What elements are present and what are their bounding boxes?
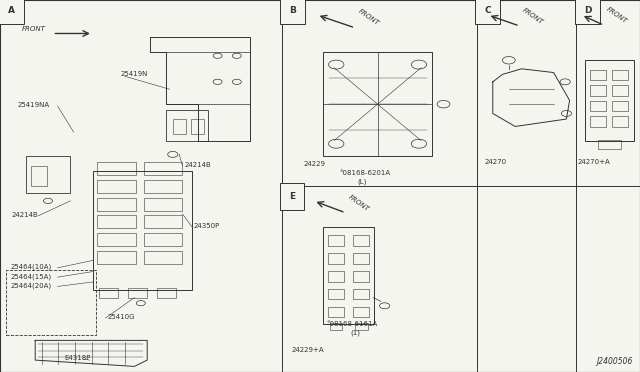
Bar xyxy=(144,233,182,246)
Text: FRONT: FRONT xyxy=(605,6,628,25)
Bar xyxy=(330,323,342,330)
Text: 24229+A: 24229+A xyxy=(292,347,324,353)
Bar xyxy=(26,156,70,193)
Bar xyxy=(6,270,96,335)
Bar xyxy=(97,251,136,264)
Text: FRONT: FRONT xyxy=(22,26,45,32)
Bar xyxy=(612,101,628,111)
Bar xyxy=(144,215,182,228)
Bar xyxy=(353,235,369,246)
Bar xyxy=(328,271,344,282)
Text: 24270: 24270 xyxy=(484,159,507,165)
Text: J2400506: J2400506 xyxy=(596,357,632,366)
Text: 25419N: 25419N xyxy=(120,71,148,77)
Bar xyxy=(323,52,432,156)
Bar xyxy=(355,323,368,330)
Bar xyxy=(97,233,136,246)
Text: 25464(20A): 25464(20A) xyxy=(10,282,51,289)
Text: B: B xyxy=(289,6,296,15)
Bar xyxy=(99,288,118,298)
Bar xyxy=(144,162,182,175)
Text: C: C xyxy=(484,6,491,15)
Text: A: A xyxy=(8,6,15,15)
Bar xyxy=(590,116,606,127)
Bar xyxy=(97,198,136,211)
Bar xyxy=(585,60,634,141)
Bar xyxy=(191,119,204,134)
Bar xyxy=(97,180,136,193)
Text: (1): (1) xyxy=(351,330,361,336)
Bar xyxy=(144,180,182,193)
Text: 24214B: 24214B xyxy=(184,162,211,168)
Bar xyxy=(612,116,628,127)
Text: 25464(15A): 25464(15A) xyxy=(10,273,51,280)
Bar xyxy=(590,85,606,96)
Bar xyxy=(128,288,147,298)
Text: 25419NA: 25419NA xyxy=(18,102,50,108)
Text: 24229: 24229 xyxy=(304,161,326,167)
Bar xyxy=(598,140,621,149)
Bar xyxy=(323,227,374,324)
Bar xyxy=(353,307,369,317)
Bar xyxy=(328,289,344,299)
Text: 24350P: 24350P xyxy=(193,223,220,229)
Text: (L): (L) xyxy=(357,178,367,185)
Text: 25464(10A): 25464(10A) xyxy=(10,264,51,270)
Bar xyxy=(93,171,192,290)
Text: °08168-6201A: °08168-6201A xyxy=(339,170,390,176)
Text: E4318P: E4318P xyxy=(64,355,90,361)
Text: E: E xyxy=(289,192,296,201)
Text: FRONT: FRONT xyxy=(521,7,544,25)
Bar xyxy=(97,162,136,175)
Text: 24214B: 24214B xyxy=(12,212,38,218)
Bar xyxy=(328,253,344,264)
Bar xyxy=(612,70,628,80)
Bar xyxy=(590,101,606,111)
Bar xyxy=(328,307,344,317)
Bar xyxy=(590,70,606,80)
Text: °08168-6161A: °08168-6161A xyxy=(326,321,378,327)
Bar xyxy=(144,251,182,264)
Bar xyxy=(31,166,47,186)
Text: 24270+A: 24270+A xyxy=(577,159,610,165)
Bar xyxy=(97,215,136,228)
Bar xyxy=(144,198,182,211)
Text: D: D xyxy=(584,6,591,15)
Bar xyxy=(612,85,628,96)
Text: FRONT: FRONT xyxy=(347,193,370,212)
Text: 25410G: 25410G xyxy=(108,314,135,320)
Text: FRONT: FRONT xyxy=(357,8,380,27)
Bar xyxy=(353,271,369,282)
Bar xyxy=(166,110,208,141)
Bar xyxy=(328,235,344,246)
Bar xyxy=(353,289,369,299)
Bar xyxy=(353,253,369,264)
Bar xyxy=(157,288,176,298)
Bar xyxy=(173,119,186,134)
